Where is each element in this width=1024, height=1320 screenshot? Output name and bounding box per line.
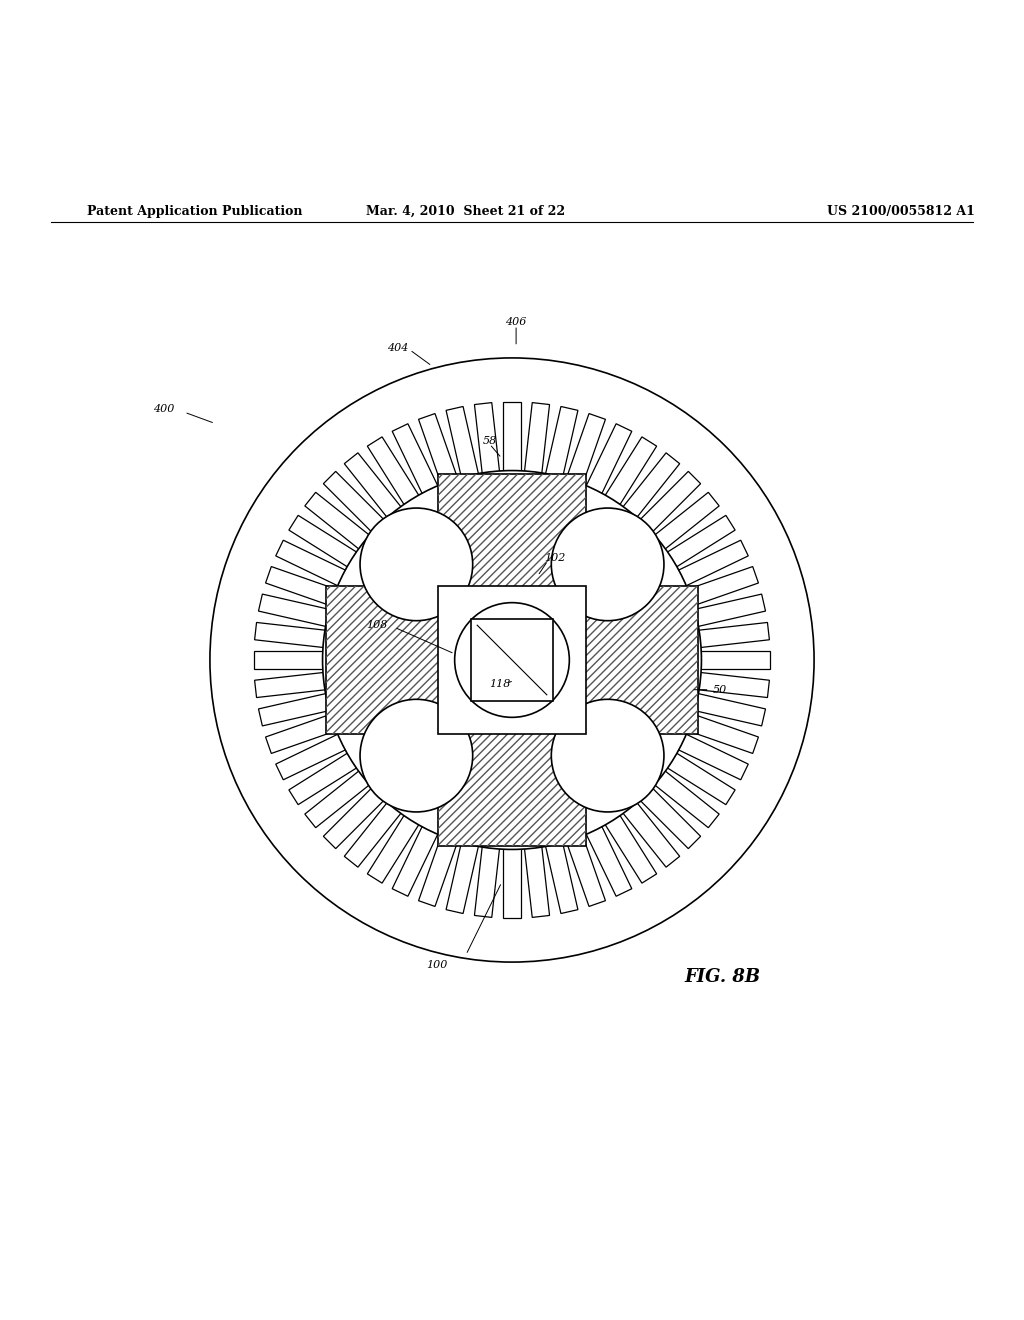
Polygon shape <box>265 566 341 607</box>
Polygon shape <box>392 424 440 498</box>
Polygon shape <box>344 799 403 867</box>
Polygon shape <box>621 453 680 521</box>
Polygon shape <box>324 784 388 849</box>
Text: 400: 400 <box>154 404 174 414</box>
Polygon shape <box>603 437 656 508</box>
Polygon shape <box>305 768 374 828</box>
Text: 58: 58 <box>482 436 497 446</box>
Polygon shape <box>255 623 330 648</box>
Polygon shape <box>664 751 735 805</box>
Polygon shape <box>683 713 759 754</box>
Polygon shape <box>545 407 578 482</box>
Text: 108: 108 <box>367 620 387 630</box>
Polygon shape <box>446 838 479 913</box>
Polygon shape <box>696 651 770 669</box>
Circle shape <box>323 470 701 850</box>
Text: Patent Application Publication: Patent Application Publication <box>87 205 302 218</box>
Polygon shape <box>258 594 334 627</box>
Text: 50: 50 <box>713 685 727 694</box>
Polygon shape <box>324 471 388 536</box>
Bar <box>471 619 553 701</box>
Polygon shape <box>674 540 749 587</box>
Polygon shape <box>305 492 374 552</box>
Polygon shape <box>650 492 719 552</box>
Circle shape <box>551 508 664 620</box>
Text: FIG. 8B: FIG. 8B <box>684 969 760 986</box>
Polygon shape <box>504 845 520 917</box>
Polygon shape <box>265 713 341 754</box>
Polygon shape <box>368 437 421 508</box>
Text: 100: 100 <box>427 960 447 970</box>
Polygon shape <box>344 453 403 521</box>
Polygon shape <box>275 540 350 587</box>
Circle shape <box>210 358 814 962</box>
Polygon shape <box>603 812 656 883</box>
Polygon shape <box>636 471 700 536</box>
Polygon shape <box>419 413 460 488</box>
Polygon shape <box>327 474 697 846</box>
Polygon shape <box>474 842 500 917</box>
Polygon shape <box>255 672 330 697</box>
Polygon shape <box>690 594 766 627</box>
Polygon shape <box>524 842 550 917</box>
Polygon shape <box>690 693 766 726</box>
Polygon shape <box>584 822 632 896</box>
Polygon shape <box>392 822 440 896</box>
Polygon shape <box>524 403 550 478</box>
Polygon shape <box>650 768 719 828</box>
Polygon shape <box>446 407 479 482</box>
Polygon shape <box>258 693 334 726</box>
Polygon shape <box>636 784 700 849</box>
Polygon shape <box>289 751 360 805</box>
Text: Mar. 4, 2010  Sheet 21 of 22: Mar. 4, 2010 Sheet 21 of 22 <box>367 205 565 218</box>
Polygon shape <box>504 403 520 475</box>
Polygon shape <box>564 832 605 907</box>
Circle shape <box>455 603 569 717</box>
Bar <box>438 586 586 734</box>
Text: 118: 118 <box>489 678 510 689</box>
Polygon shape <box>289 515 360 569</box>
Polygon shape <box>545 838 578 913</box>
Polygon shape <box>368 812 421 883</box>
Circle shape <box>360 700 473 812</box>
Polygon shape <box>694 672 769 697</box>
Text: US 2100/0055812 A1: US 2100/0055812 A1 <box>827 205 975 218</box>
Polygon shape <box>621 799 680 867</box>
Polygon shape <box>474 403 500 478</box>
Circle shape <box>360 508 473 620</box>
Polygon shape <box>683 566 759 607</box>
Polygon shape <box>664 515 735 569</box>
Text: 404: 404 <box>387 343 408 352</box>
Polygon shape <box>694 623 769 648</box>
Circle shape <box>551 700 664 812</box>
Polygon shape <box>275 733 350 780</box>
Text: 406: 406 <box>506 317 526 327</box>
Polygon shape <box>254 651 328 669</box>
Polygon shape <box>584 424 632 498</box>
Text: 102: 102 <box>545 553 565 562</box>
Polygon shape <box>564 413 605 488</box>
Polygon shape <box>419 832 460 907</box>
Polygon shape <box>674 733 749 780</box>
